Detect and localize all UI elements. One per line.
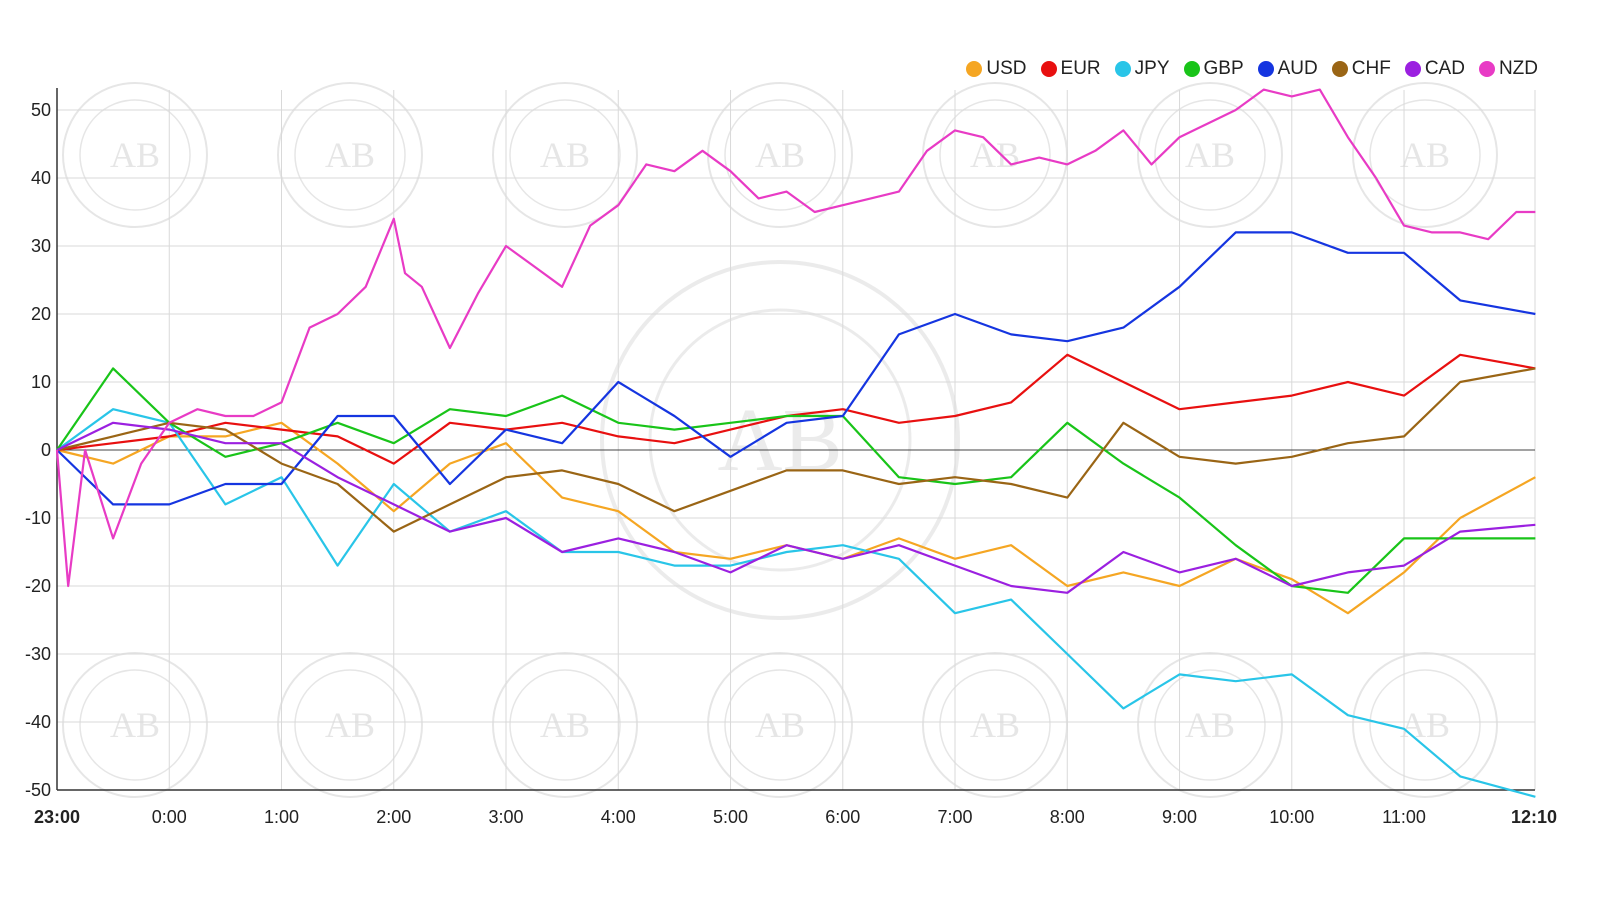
watermark-logo: AB xyxy=(970,135,1020,175)
y-tick-label: 0 xyxy=(41,440,51,460)
y-tick-label: 10 xyxy=(31,372,51,392)
legend-swatch xyxy=(966,61,983,77)
legend-item-usd[interactable]: USD xyxy=(966,58,1027,80)
series-line-jpy xyxy=(56,408,1536,798)
legend-swatch xyxy=(1040,61,1057,77)
chart-legend: USD EUR JPY GBP AUD CHF CAD NZD xyxy=(966,58,1538,80)
legend-item-nzd[interactable]: NZD xyxy=(1478,58,1538,80)
watermark-seal: AB xyxy=(62,652,208,798)
legend-label: CHF xyxy=(1351,58,1391,79)
watermark-seal: AB xyxy=(922,652,1068,798)
x-tick-label: 3:00 xyxy=(488,807,523,827)
watermark-logo: AB xyxy=(970,705,1020,745)
y-tick-label: -10 xyxy=(25,508,51,528)
x-tick-label: 9:00 xyxy=(1162,807,1197,827)
x-tick-label: 4:00 xyxy=(601,807,636,827)
watermark-logo: AB xyxy=(1400,705,1450,745)
watermark-seal: AB xyxy=(277,652,423,798)
axes: 50 40 30 20 10 0 -10 -20 -30 -40 -50 23:00 0:00 1:00 2… xyxy=(25,88,1557,827)
watermark-seal: AB xyxy=(1352,652,1498,798)
y-tick-label: -20 xyxy=(25,576,51,596)
y-tick-label: 30 xyxy=(31,236,51,256)
legend-label: EUR xyxy=(1060,58,1101,79)
legend-swatch xyxy=(1478,61,1495,77)
watermark-logo: AB xyxy=(540,705,590,745)
legend-swatch xyxy=(1331,61,1348,77)
x-tick-label: 7:00 xyxy=(937,807,972,827)
watermark-seal: AB xyxy=(922,82,1068,228)
legend-label: NZD xyxy=(1498,58,1538,79)
y-tick-label: -50 xyxy=(25,780,51,800)
legend-label: GBP xyxy=(1203,58,1244,79)
watermark-seal: AB xyxy=(492,652,638,798)
watermark-logo: AB xyxy=(1185,705,1235,745)
legend-item-chf[interactable]: CHF xyxy=(1331,58,1391,80)
series-lines xyxy=(55,88,1536,798)
series-line-gbp xyxy=(56,367,1536,594)
watermark-seal: AB xyxy=(707,652,853,798)
legend-swatch xyxy=(1404,61,1421,77)
x-tick-label: 11:00 xyxy=(1382,807,1426,827)
series-line-cad xyxy=(56,421,1536,594)
x-tick-label: 23:00 xyxy=(34,807,80,827)
x-tick-label: 2:00 xyxy=(376,807,411,827)
watermark-layer: AB AB AB AB AB AB AB AB AB AB AB AB AB AB AB xyxy=(62,82,1498,798)
x-tick-label: 1:00 xyxy=(264,807,299,827)
y-tick-label: 40 xyxy=(31,168,51,188)
legend-item-cad[interactable]: CAD xyxy=(1404,58,1465,80)
series-line-nzd xyxy=(55,88,1536,588)
series-line-chf xyxy=(56,367,1536,533)
watermark-logo: AB xyxy=(325,705,375,745)
watermark-seal: AB xyxy=(62,82,208,228)
watermark-seal: AB xyxy=(1137,82,1283,228)
legend-label: USD xyxy=(986,58,1027,79)
watermark-seal: AB xyxy=(277,82,423,228)
legend-label: CAD xyxy=(1424,58,1465,79)
watermark-logo: AB xyxy=(755,135,805,175)
x-tick-label: 6:00 xyxy=(825,807,860,827)
x-tick-label: 5:00 xyxy=(713,807,748,827)
x-tick-label: 10:00 xyxy=(1269,807,1314,827)
legend-label: JPY xyxy=(1134,58,1170,79)
legend-item-gbp[interactable]: GBP xyxy=(1183,58,1244,80)
series-line-aud xyxy=(56,231,1536,506)
watermark-seal: AB xyxy=(1137,652,1283,798)
legend-item-aud[interactable]: AUD xyxy=(1257,58,1318,80)
watermark-logo: AB xyxy=(110,135,160,175)
watermark-seal: AB xyxy=(492,82,638,228)
legend-swatch xyxy=(1183,61,1200,77)
watermark-logo: AB xyxy=(755,705,805,745)
y-tick-label: 20 xyxy=(31,304,51,324)
y-tick-label: -40 xyxy=(25,712,51,732)
watermark-seal: AB xyxy=(707,82,853,228)
watermark-logo-center: AB xyxy=(717,391,842,490)
y-tick-label: 50 xyxy=(31,100,51,120)
legend-swatch xyxy=(1114,61,1131,77)
watermark-logo: AB xyxy=(325,135,375,175)
x-tick-label: 0:00 xyxy=(152,807,187,827)
watermark-logo: AB xyxy=(1400,135,1450,175)
legend-item-eur[interactable]: EUR xyxy=(1040,58,1101,80)
watermark-logo: AB xyxy=(110,705,160,745)
watermark-logo: AB xyxy=(1185,135,1235,175)
legend-item-jpy[interactable]: JPY xyxy=(1114,58,1170,80)
watermark-logo: AB xyxy=(540,135,590,175)
watermark-seal: AB xyxy=(1352,82,1498,228)
x-tick-label: 12:10 xyxy=(1511,807,1557,827)
legend-label: AUD xyxy=(1277,58,1318,79)
legend-swatch xyxy=(1257,61,1274,77)
y-tick-label: -30 xyxy=(25,644,51,664)
x-tick-label: 8:00 xyxy=(1050,807,1085,827)
